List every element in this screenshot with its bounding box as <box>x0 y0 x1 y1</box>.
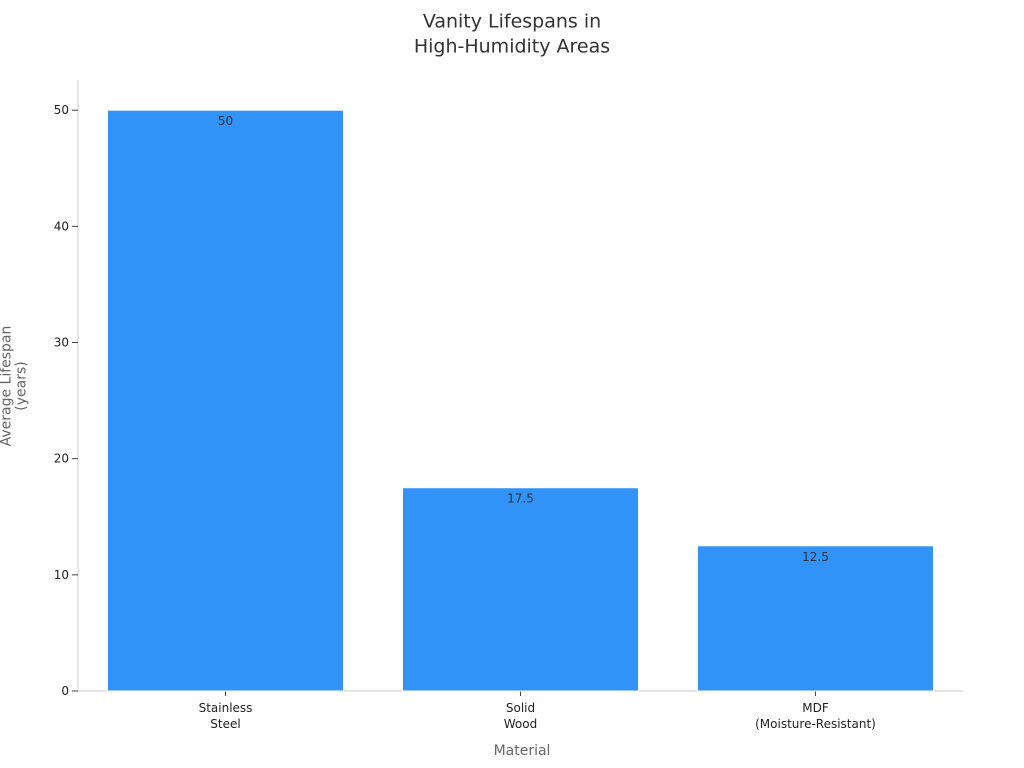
value-label: 50 <box>218 114 233 128</box>
value-label: 17.5 <box>507 492 534 506</box>
y-tick-label: 10 <box>54 568 69 582</box>
y-axis-label: Average Lifespan(years) <box>0 326 30 447</box>
chart-title: Vanity Lifespans in High-Humidity Areas <box>414 11 610 58</box>
x-tick-label: Stainless Steel <box>199 701 253 731</box>
y-tick-label: 50 <box>54 103 69 117</box>
y-tick-label: 0 <box>61 684 69 698</box>
y-tick-label: 20 <box>54 452 69 466</box>
y-tick-label: 30 <box>54 336 69 350</box>
value-label: 12.5 <box>802 550 829 564</box>
bar <box>697 545 934 692</box>
x-axis-label: Material <box>494 743 551 759</box>
bar <box>402 487 639 692</box>
y-tick-label: 40 <box>54 219 69 233</box>
x-tick-label: MDF (Moisture-Resistant) <box>755 701 876 731</box>
x-tick-label: Solid Wood <box>504 701 537 731</box>
bar <box>107 109 344 692</box>
